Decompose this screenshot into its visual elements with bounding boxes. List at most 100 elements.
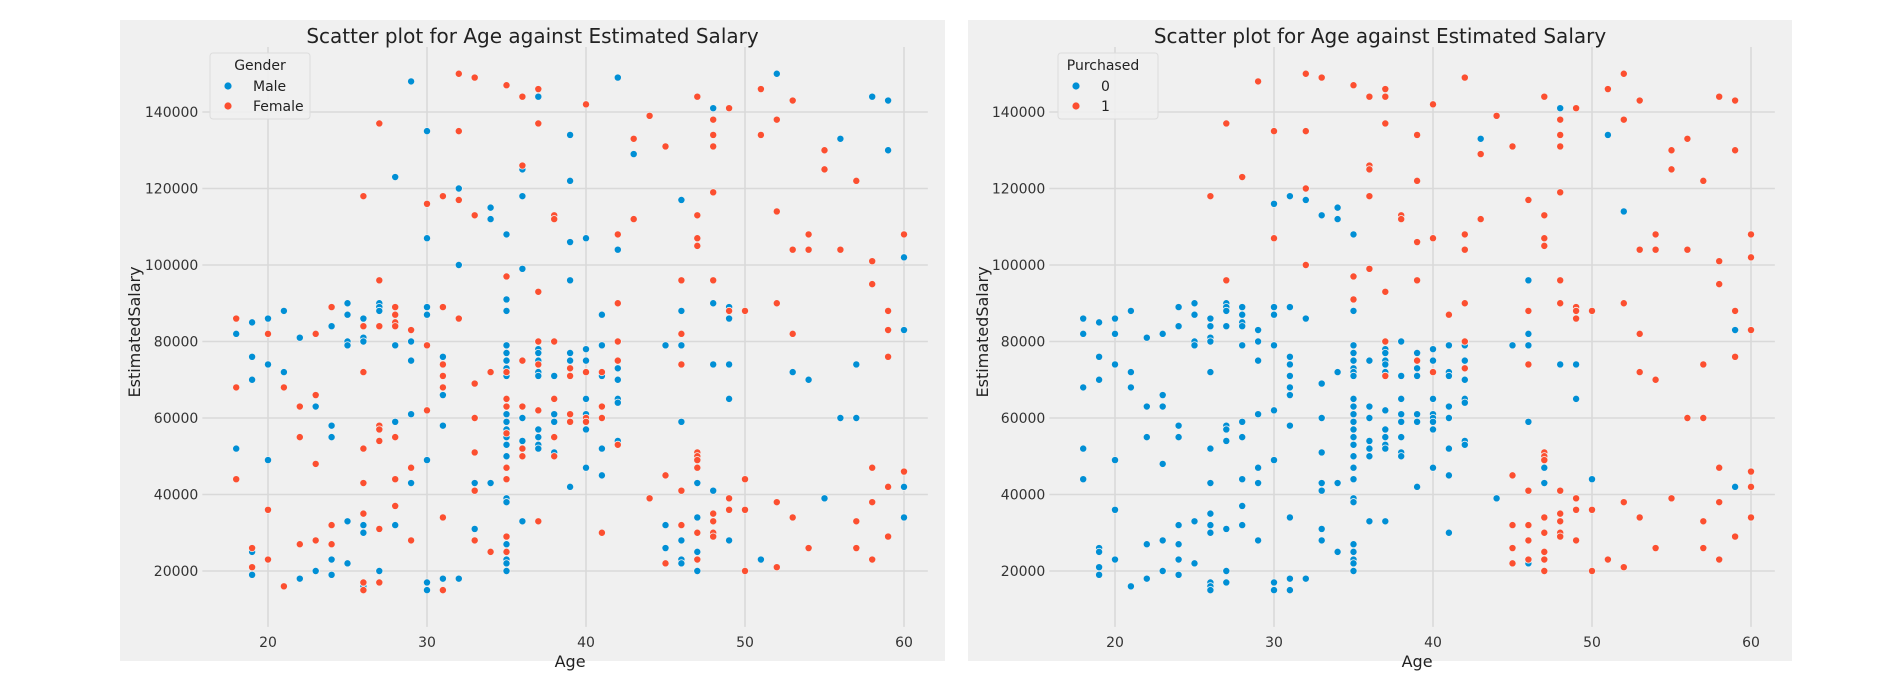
data-point xyxy=(438,391,447,400)
data-point xyxy=(1444,402,1453,411)
data-point xyxy=(1572,314,1581,323)
data-point xyxy=(756,555,765,564)
data-point xyxy=(1349,425,1358,434)
data-point xyxy=(1270,456,1279,465)
data-point xyxy=(391,501,400,510)
data-point xyxy=(518,413,527,422)
data-point xyxy=(1524,329,1533,338)
data-point xyxy=(1285,586,1294,595)
data-point xyxy=(1222,524,1231,533)
data-point xyxy=(1111,314,1120,323)
data-point xyxy=(454,184,463,193)
chart-gender: 20000 40000 60000 80000 100000 120000 140000 20… xyxy=(125,24,928,671)
y-tick-label: 140000 xyxy=(145,105,198,121)
data-point xyxy=(359,479,368,488)
data-point xyxy=(1222,322,1231,331)
data-point xyxy=(566,130,575,139)
data-point xyxy=(1238,173,1247,182)
data-point xyxy=(1540,513,1549,522)
data-point xyxy=(518,436,527,445)
data-point xyxy=(1365,452,1374,461)
data-point xyxy=(709,142,718,151)
data-point xyxy=(1349,547,1358,556)
data-point xyxy=(1238,521,1247,530)
data-point xyxy=(407,337,416,346)
data-point xyxy=(756,130,765,139)
data-point xyxy=(1174,421,1183,430)
data-point xyxy=(1301,314,1310,323)
data-point xyxy=(1381,287,1390,296)
data-point xyxy=(709,130,718,139)
y-tick-label: 20000 xyxy=(1001,564,1046,580)
data-point xyxy=(1397,394,1406,403)
data-point xyxy=(1238,417,1247,426)
data-point xyxy=(772,207,781,216)
data-point xyxy=(232,314,241,323)
data-point xyxy=(534,85,543,94)
data-point xyxy=(1540,547,1549,556)
data-point xyxy=(502,230,511,239)
data-point xyxy=(518,161,527,170)
data-point xyxy=(772,299,781,308)
data-point xyxy=(788,513,797,522)
data-point xyxy=(391,417,400,426)
legend-entry: 0 xyxy=(1101,79,1110,95)
data-point xyxy=(1508,341,1517,350)
data-point xyxy=(1572,306,1581,315)
legend-title: Purchased xyxy=(1067,58,1139,74)
data-point xyxy=(788,368,797,377)
data-point xyxy=(1747,230,1756,239)
series-1 xyxy=(1206,69,1756,576)
data-point xyxy=(1619,207,1628,216)
data-point xyxy=(1317,536,1326,545)
data-point xyxy=(534,92,543,101)
data-point xyxy=(836,245,845,254)
data-point xyxy=(1095,570,1104,579)
data-point xyxy=(1651,230,1660,239)
data-point xyxy=(693,479,702,488)
data-point xyxy=(1635,329,1644,338)
data-point xyxy=(1317,211,1326,220)
data-point xyxy=(1476,134,1485,143)
data-point xyxy=(1270,578,1279,587)
data-point xyxy=(613,356,622,365)
data-point xyxy=(1444,471,1453,480)
data-point xyxy=(1508,559,1517,568)
data-point xyxy=(1556,142,1565,151)
data-point xyxy=(884,482,893,491)
data-point xyxy=(1238,475,1247,484)
data-point xyxy=(391,475,400,484)
data-point xyxy=(502,547,511,556)
data-point xyxy=(1699,544,1708,553)
data-point xyxy=(422,341,431,350)
data-point xyxy=(1238,303,1247,312)
data-point xyxy=(1413,364,1422,373)
data-point xyxy=(1699,517,1708,526)
data-point xyxy=(248,563,257,572)
data-point xyxy=(1174,570,1183,579)
data-point xyxy=(1254,463,1263,472)
data-point xyxy=(1413,276,1422,285)
data-point xyxy=(1444,371,1453,380)
data-point xyxy=(629,134,638,143)
y-axis-label: EstimatedSalary xyxy=(973,266,992,397)
data-point xyxy=(359,509,368,518)
data-point xyxy=(804,230,813,239)
data-point xyxy=(295,574,304,583)
data-point xyxy=(295,402,304,411)
data-point xyxy=(502,475,511,484)
data-point xyxy=(502,341,511,350)
data-point xyxy=(613,364,622,373)
data-point xyxy=(582,425,591,434)
data-point xyxy=(1126,306,1135,315)
data-point xyxy=(693,241,702,250)
data-point xyxy=(1301,195,1310,204)
data-point xyxy=(1365,264,1374,273)
data-point xyxy=(788,96,797,105)
data-point xyxy=(613,299,622,308)
data-point xyxy=(1206,586,1215,595)
data-point xyxy=(470,211,479,220)
data-point xyxy=(1285,421,1294,430)
data-point xyxy=(438,383,447,392)
data-point xyxy=(1540,456,1549,465)
